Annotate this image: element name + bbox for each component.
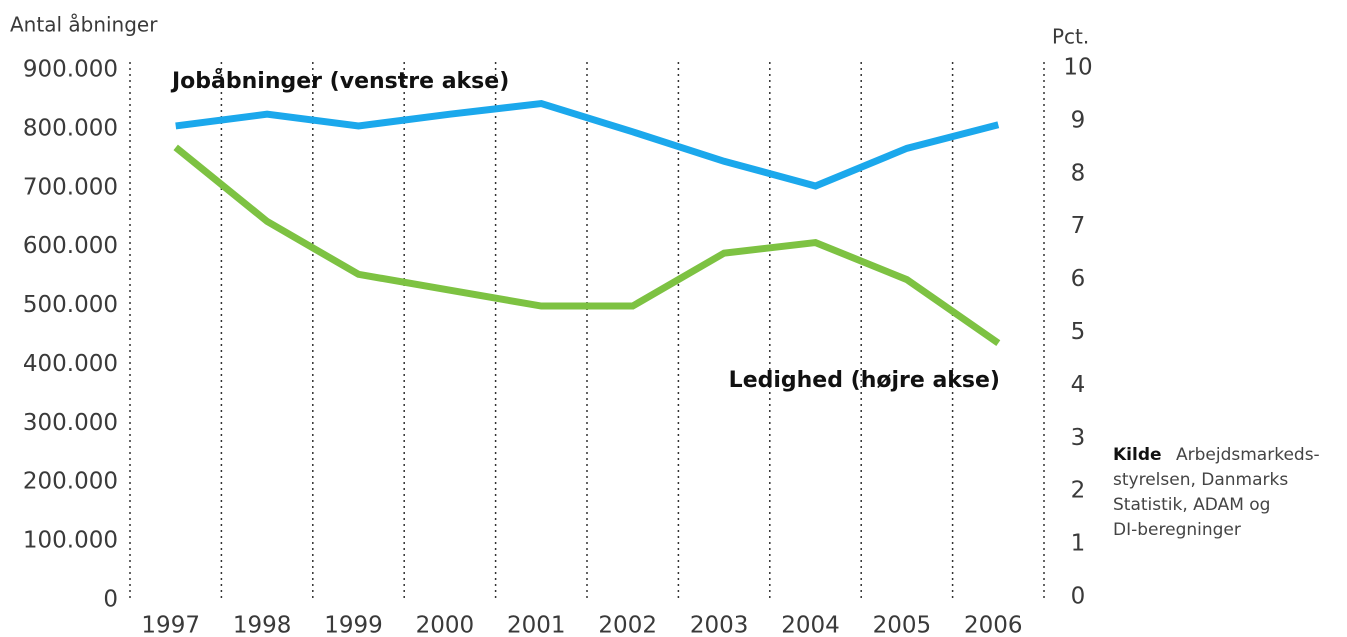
y-tick-label: 100.000 <box>23 528 118 554</box>
x-tick-label: 2003 <box>690 613 749 637</box>
source-label: Kilde <box>1113 445 1162 465</box>
source-text: styrelsen, Danmarks <box>1113 470 1288 490</box>
x-tick-label: 2006 <box>964 613 1023 637</box>
x-tick-label: 2001 <box>507 613 566 637</box>
x-tick-label: 2000 <box>416 613 475 637</box>
line-series <box>175 100 1000 190</box>
y2-tick-label: 5 <box>1071 319 1086 345</box>
source-text: Statistik, ADAM og <box>1113 495 1270 515</box>
x-tick-label: 2002 <box>598 613 657 637</box>
y2-tick-label: 10 <box>1063 55 1092 81</box>
series-annotation: Ledighed (højre akse) <box>729 368 1000 393</box>
x-tick-label: 2004 <box>781 613 840 637</box>
line-series <box>173 144 1001 346</box>
y-axis-label: Antal åbninger <box>10 13 158 37</box>
y-tick-label: 700.000 <box>23 174 118 200</box>
y2-tick-label: 2 <box>1071 478 1086 504</box>
y2-tick-label: 4 <box>1071 372 1086 398</box>
source-text: Arbejdsmarkeds- <box>1176 445 1320 465</box>
y2-tick-label: 7 <box>1071 213 1086 239</box>
y2-tick-label: 6 <box>1071 266 1086 292</box>
y-tick-label: 800.000 <box>23 115 118 141</box>
y-tick-label: 300.000 <box>23 410 118 436</box>
x-tick-label: 2005 <box>873 613 932 637</box>
y-tick-label: 0 <box>103 587 118 613</box>
y-tick-label: 200.000 <box>23 469 118 495</box>
x-tick-label: 1997 <box>141 613 200 637</box>
x-tick-label: 1998 <box>233 613 292 637</box>
y2-tick-label: 1 <box>1071 531 1086 557</box>
source-text: DI-beregninger <box>1113 520 1241 540</box>
series-annotation: Jobåbninger (venstre akse) <box>170 68 509 94</box>
y2-tick-label: 8 <box>1071 160 1086 186</box>
y2-tick-label: 0 <box>1071 584 1086 610</box>
y-tick-label: 900.000 <box>23 57 118 83</box>
y-tick-label: 500.000 <box>23 292 118 318</box>
y2-tick-label: 9 <box>1071 107 1086 133</box>
y-tick-label: 600.000 <box>23 233 118 259</box>
y2-axis-label: Pct. <box>1052 25 1089 49</box>
y-tick-label: 400.000 <box>23 351 118 377</box>
x-tick-label: 1999 <box>324 613 383 637</box>
y2-tick-label: 3 <box>1071 425 1086 451</box>
